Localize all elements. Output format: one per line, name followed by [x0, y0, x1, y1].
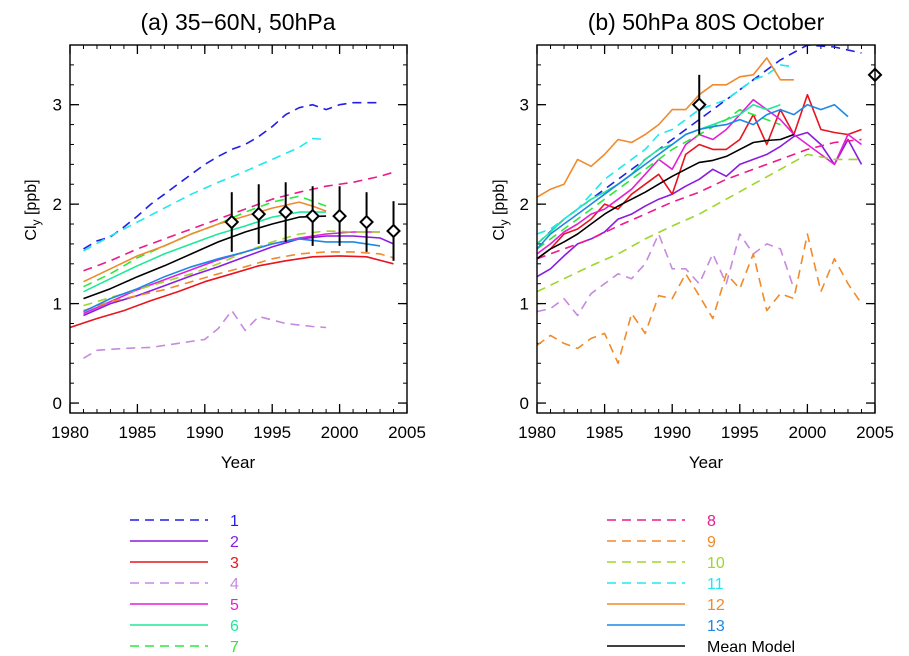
panel-a-series-2-line — [83, 235, 394, 317]
panel-b-x-tick-label: 1985 — [586, 423, 624, 442]
panel-a-series-11-line — [83, 137, 327, 252]
panel-b-series-10-line — [537, 153, 862, 293]
panel-b-series-mean-model-line — [537, 133, 795, 260]
panel-b-series-2-line — [537, 131, 863, 278]
panel-b-axes-frame — [536, 44, 876, 414]
panel-b-y-tick-label: 1 — [520, 295, 529, 314]
panel-a-observation-diamond-marker — [332, 208, 348, 224]
legend-label-1: 1 — [230, 513, 239, 530]
panel-b-y-label-unit: [ppb] — [491, 179, 508, 215]
panel-a-y-tick-label: 1 — [53, 295, 62, 314]
panel-a-plot-area: 1980 1985 1990 1995 2000 2005 0 1 2 3 — [51, 44, 426, 442]
panel-a-axes-frame — [69, 44, 408, 414]
panel-b-title: (b) 50hPa 80S October — [588, 9, 825, 35]
panel-b-x-tick-label: 2005 — [856, 423, 894, 442]
panel-a-y-tick-label: 0 — [53, 394, 62, 413]
panel-a-series-1-line — [83, 101, 380, 250]
panel-a-series-12-line — [83, 201, 327, 283]
panel-b-series-13-line — [537, 103, 849, 250]
panel-a-x-tick-label: 1995 — [253, 423, 291, 442]
panel-b: (b) 50hPa 80S October 1980 1985 1990 1995 20… — [491, 9, 894, 472]
panel-a-series-8-line — [83, 171, 394, 272]
panel-b-y-tick-label: 2 — [520, 195, 529, 214]
legend-label-9: 9 — [707, 534, 716, 551]
panel-a-observation-diamond-marker — [386, 223, 401, 239]
legend-label-8: 8 — [707, 513, 716, 530]
legend-label-6: 6 — [230, 618, 239, 635]
panel-a-observation-diamond-marker — [224, 214, 240, 230]
panel-a-y-tick-label: 2 — [53, 195, 62, 214]
panel-b-y-axis-label: Cly [ppb] — [491, 179, 511, 240]
panel-b-series-8-line — [537, 138, 862, 260]
panel-a-x-tick-label: 1985 — [118, 423, 156, 442]
panel-a-series-3-line — [70, 255, 394, 329]
panel-a-title: (a) 35−60N, 50hPa — [141, 9, 336, 35]
panel-b-y-label-main: Cl — [491, 225, 508, 240]
panel-b-series-4-line — [537, 233, 795, 317]
legend-label-4: 4 — [230, 576, 239, 593]
panel-a-observation-diamond-marker — [278, 204, 294, 220]
panel-a-x-tick-label: 2005 — [388, 423, 426, 442]
panel-a-observation-diamond-marker — [251, 206, 267, 222]
legend-label-3: 3 — [230, 555, 239, 572]
svg-text:Cly [ppb]: Cly [ppb] — [491, 179, 511, 240]
panel-a-series-6-line — [83, 211, 327, 293]
legend-left: 1 2 3 4 5 6 7 — [130, 513, 239, 656]
legend-right: 8 9 10 11 12 13 Mean Model — [607, 513, 795, 656]
panel-b-x-axis-label: Year — [689, 453, 724, 472]
panel-a-observation-diamond-marker — [359, 214, 374, 230]
panel-a-series-4-line — [83, 309, 327, 359]
panel-a-x-tick-label: 1990 — [186, 423, 224, 442]
panel-a-series-group — [70, 101, 394, 359]
panel-a-series-7-line — [83, 195, 327, 288]
panel-a: (a) 35−60N, 50hPa 1980 1985 1990 1995 2000 20… — [23, 9, 426, 472]
legend-label-10: 10 — [707, 555, 725, 572]
panel-a-x-tick-label: 2000 — [321, 423, 359, 442]
panel-b-series-11-line — [537, 64, 795, 235]
panel-a-y-label-unit: [ppb] — [23, 179, 40, 215]
panel-b-series-group — [537, 45, 863, 365]
panel-b-x-tick-label: 1990 — [653, 423, 691, 442]
panel-b-series-7-line — [537, 108, 781, 250]
panel-b-y-tick-label: 3 — [520, 96, 529, 115]
panel-b-series-9-line — [537, 233, 863, 365]
panel-b-series-12-line — [537, 57, 794, 198]
panel-a-x-tick-label: 1980 — [51, 423, 89, 442]
panel-b-x-tick-label: 1980 — [518, 423, 556, 442]
panel-b-plot-area: 1980 1985 1990 1995 2000 2005 0 1 2 3 — [518, 44, 894, 442]
panel-a-series-13-line — [83, 238, 381, 313]
panel-b-series-3-line — [537, 93, 862, 260]
panel-b-x-tick-label: 1995 — [721, 423, 759, 442]
legend-label-12: 12 — [707, 597, 725, 614]
panel-b-observation-diamond-marker — [691, 97, 707, 113]
panel-a-y-axis-label: Cly [ppb] — [23, 179, 43, 240]
panel-b-x-tick-label: 2000 — [788, 423, 826, 442]
panel-b-y-tick-label: 0 — [520, 394, 529, 413]
legend-label-2: 2 — [230, 534, 239, 551]
legend-label-7: 7 — [230, 639, 239, 656]
panel-b-y-label-sub: y — [497, 219, 511, 225]
panel-a-y-label-main: Cl — [23, 225, 40, 240]
panel-a-y-label-sub: y — [29, 219, 43, 225]
legend-label-11: 11 — [707, 576, 724, 593]
svg-text:Cly [ppb]: Cly [ppb] — [23, 179, 43, 240]
panel-a-series-9-line — [83, 251, 394, 312]
panel-a-observations — [224, 182, 401, 261]
panel-a-y-tick-label: 3 — [53, 96, 62, 115]
legend-label-13: 13 — [707, 618, 725, 635]
panel-a-observation-diamond-marker — [305, 208, 321, 224]
legend-label-mean-model: Mean Model — [707, 639, 795, 656]
legend-label-5: 5 — [230, 597, 239, 614]
panel-a-x-axis-label: Year — [221, 453, 256, 472]
